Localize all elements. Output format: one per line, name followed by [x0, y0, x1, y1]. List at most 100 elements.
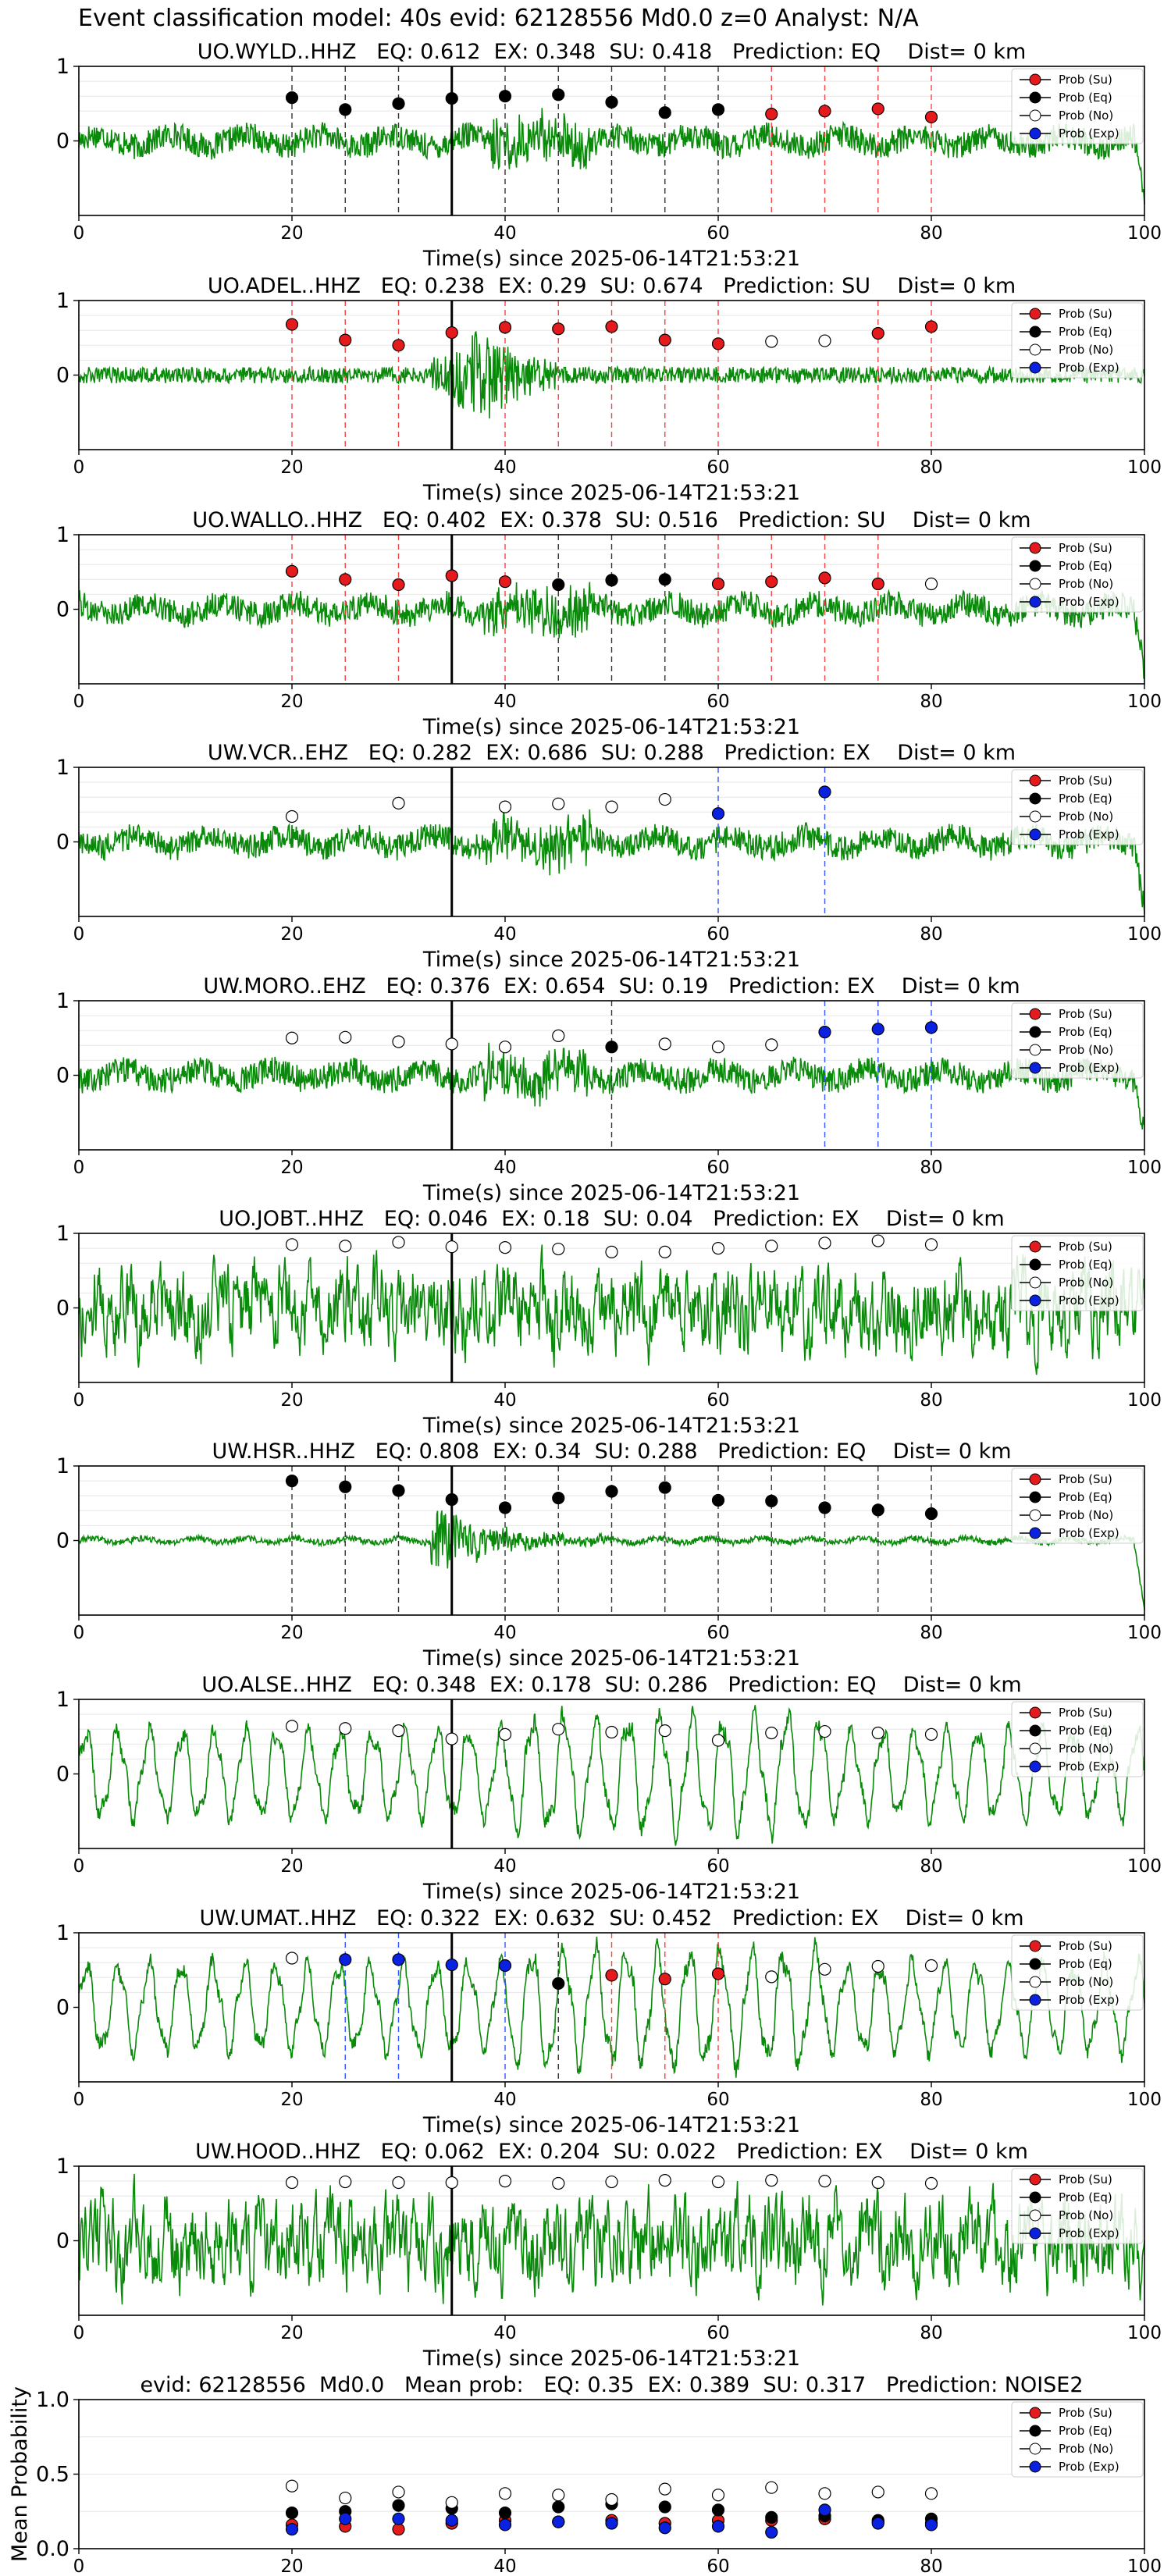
waveform-trace [78, 1705, 1144, 1846]
probability-point-no [924, 1238, 938, 1251]
legend-marker-su [1029, 308, 1041, 320]
x-tick-label: 100 [1127, 2556, 1162, 2576]
mean-probability-point-no [392, 2485, 405, 2499]
x-tick-label: 40 [493, 2556, 516, 2576]
legend-label-su: Prob (Su) [1059, 1706, 1112, 1720]
y-tick-label: 0 [56, 1529, 69, 1553]
y-tick-label: 0 [56, 2229, 69, 2254]
x-tick-label: 80 [920, 924, 942, 945]
probability-point-eq [711, 1493, 725, 1507]
legend-label-su: Prob (Su) [1059, 1240, 1112, 1254]
plot-area [79, 2166, 1144, 2315]
panel-title: UO.WALLO..HHZ EQ: 0.402 EX: 0.378 SU: 0.… [192, 508, 1030, 532]
y-tick-label: 1 [56, 1921, 69, 1945]
probability-point-su [605, 1969, 618, 1982]
x-axis-label: Time(s) since 2025-06-14T21:53:21 [422, 481, 800, 505]
x-axis-label: Time(s) since 2025-06-14T21:53:21 [422, 2347, 800, 2371]
legend-marker-exp [1029, 127, 1041, 140]
x-tick-label: 0 [73, 2556, 85, 2576]
legend-marker-su [1029, 774, 1041, 787]
x-tick-label: 80 [920, 2556, 942, 2576]
x-axis-label: Time(s) since 2025-06-14T21:53:21 [422, 2113, 800, 2137]
legend-label-no: Prob (No) [1059, 1975, 1113, 1989]
legend-label-eq: Prob (Eq) [1059, 91, 1112, 105]
probability-point-no [818, 334, 831, 347]
probability-point-eq [392, 1484, 405, 1497]
x-tick-label: 20 [280, 2090, 303, 2110]
legend-marker-no [1029, 343, 1041, 356]
probability-point-eq [552, 1491, 565, 1505]
probability-point-su [445, 569, 458, 582]
legend-label-eq: Prob (Eq) [1059, 1490, 1112, 1504]
probability-point-no [924, 1727, 938, 1741]
x-tick-label: 40 [493, 924, 516, 945]
y-tick-label: 0 [56, 364, 69, 388]
legend-marker-exp [1029, 1994, 1041, 2006]
probability-point-eq [658, 106, 671, 119]
panel-4: UW.VCR..EHZ EQ: 0.282 EX: 0.686 SU: 0.28… [56, 741, 1162, 972]
mean-probability-point-exp [658, 2521, 671, 2535]
legend-label-su: Prob (Su) [1059, 1007, 1112, 1021]
y-tick-label: 1 [56, 1688, 69, 1712]
legend-marker-no [1029, 109, 1041, 122]
x-axis-label: Time(s) since 2025-06-14T21:53:21 [422, 948, 800, 972]
probability-point-exp [924, 1021, 938, 1034]
probability-point-eq [924, 1507, 938, 1521]
mean-probability-point-no [818, 2487, 831, 2500]
legend-label-eq: Prob (Eq) [1059, 792, 1112, 806]
legend-frame [1011, 302, 1144, 379]
probability-point-no [285, 1238, 299, 1251]
legend-marker-eq [1029, 91, 1041, 104]
probability-point-su [765, 108, 778, 121]
legend-label-exp: Prob (Exp) [1059, 1993, 1119, 2007]
probability-point-su [605, 320, 618, 333]
probability-point-exp [392, 1953, 405, 1966]
probability-point-su [924, 110, 938, 124]
x-tick-label: 20 [280, 692, 303, 712]
x-tick-label: 40 [493, 223, 516, 244]
mean-probability-point-exp [552, 2515, 565, 2528]
legend-label-eq: Prob (Eq) [1059, 1025, 1112, 1039]
legend-marker-su [1029, 73, 1041, 86]
legend: Prob (Su) Prob (Eq) Prob (No) Prob (Exp) [1011, 1701, 1144, 1777]
legend-marker-no [1029, 578, 1041, 590]
probability-point-no [818, 1962, 831, 1976]
legend-marker-su [1029, 2407, 1041, 2419]
legend-marker-exp [1029, 2460, 1041, 2473]
probability-point-su [711, 577, 725, 591]
x-tick-label: 80 [920, 223, 942, 244]
mean-probability-point-exp [392, 2512, 405, 2525]
legend-label-eq: Prob (Eq) [1059, 325, 1112, 339]
probability-point-su [392, 339, 405, 352]
legend-frame [1011, 1468, 1144, 1544]
probability-point-no [818, 1724, 831, 1738]
x-tick-label: 20 [280, 457, 303, 478]
legend-label-exp: Prob (Exp) [1059, 595, 1119, 609]
probability-point-exp [339, 1953, 352, 1966]
legend: Prob (Su) Prob (Eq) Prob (No) Prob (Exp) [1011, 769, 1144, 845]
probability-point-no [392, 1035, 405, 1048]
legend-marker-su [1029, 1240, 1041, 1253]
legend-label-eq: Prob (Eq) [1059, 1957, 1112, 1971]
mean-probability-point-no [605, 2492, 618, 2507]
legend-marker-no [1029, 2443, 1041, 2455]
probability-point-no [498, 1241, 512, 1254]
x-tick-label: 20 [280, 924, 303, 945]
x-tick-label: 80 [920, 2323, 942, 2343]
legend-marker-su [1029, 1008, 1041, 1020]
probability-point-no [818, 1236, 831, 1250]
y-tick-label: 1 [56, 55, 69, 79]
probability-point-su [765, 575, 778, 589]
probability-point-eq [285, 91, 299, 105]
legend-label-eq: Prob (Eq) [1059, 2424, 1112, 2438]
probability-point-su [818, 571, 831, 585]
legend-frame [1011, 1235, 1144, 1311]
x-tick-label: 40 [493, 2323, 516, 2343]
legend-label-su: Prob (Su) [1059, 307, 1112, 321]
probability-point-no [552, 1723, 565, 1736]
x-tick-label: 100 [1127, 2323, 1162, 2343]
probability-point-eq [818, 1501, 831, 1514]
legend-label-su: Prob (Su) [1059, 1939, 1112, 1953]
probability-point-eq [285, 1474, 299, 1488]
x-tick-label: 20 [280, 2556, 303, 2576]
